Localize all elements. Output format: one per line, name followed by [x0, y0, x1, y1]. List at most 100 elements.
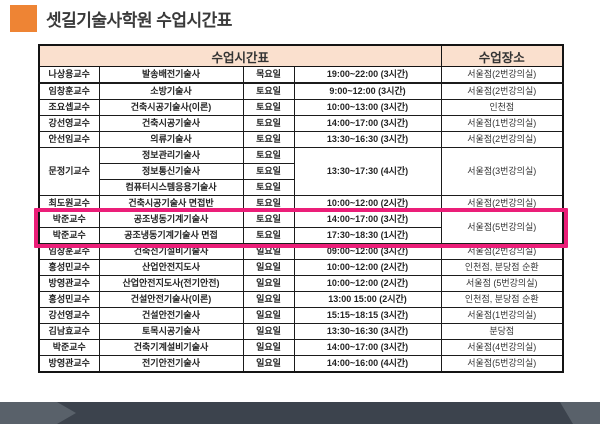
cell-day: 토요일	[242, 195, 295, 212]
table-row: 홍성민교수 건설안전기술사(이론) 일요일 13:00 15:00 (2시간) 인천점,…	[38, 291, 564, 308]
cell-location: 인천점	[440, 99, 564, 116]
page-title: 셋길기술사학원 수업시간표	[46, 11, 232, 30]
cell-time: 10:00~12:00 (2시간)	[293, 259, 442, 276]
cell-time: 17:30~18:30 (1시간)	[293, 227, 442, 244]
cell-professor: 방영관교수	[38, 275, 100, 292]
cell-location: 인천점, 분당점 순환	[440, 259, 564, 276]
cell-day: 일요일	[242, 323, 295, 340]
cell-professor: 김남효교수	[38, 323, 100, 340]
cell-course: 건축전기설비기술사	[98, 243, 244, 260]
cell-course: 건축시공기술사 면접반	[98, 195, 244, 212]
cell-time: 13:30~16:30 (3시간)	[293, 323, 442, 340]
table-row: 박준교수 공조냉동기계기술사 토요일 14:00~17:00 (3시간) 서울점(5번강…	[38, 211, 564, 244]
cell-course: 산업안전지도사(전기안전)	[98, 275, 244, 292]
cell-course: 의류기술사	[98, 131, 244, 148]
table-row: 박준교수 건축기계설비기술사 일요일 14:00~17:00 (3시간) 서울점(4번강…	[38, 339, 564, 356]
cell-time: 10:00~13:00 (3시간)	[293, 99, 442, 116]
footer-band	[0, 402, 600, 424]
cell-course: 정보관리기술사	[98, 147, 244, 164]
cell-course: 공조냉동기계기술사	[98, 211, 244, 228]
table-header-location: 수업장소	[440, 44, 564, 67]
cell-location: 분당점	[440, 323, 564, 340]
cell-location: 서울점(2번강의실)	[440, 195, 564, 212]
table-row: 임창훈교수 소방기술사 토요일 9:00~12:00 (3시간) 서울점(2번강의실)	[38, 82, 564, 100]
cell-day: 일요일	[242, 291, 295, 308]
cell-location: 서울점(2번강의실)	[440, 243, 564, 260]
cell-course: 산업안전지도사	[98, 259, 244, 276]
cell-time: 14:00~17:00 (3시간)	[293, 339, 442, 356]
cell-course: 공조냉동기계기술사 면접	[98, 227, 244, 244]
table-row: 박준교수 공조냉동기계기술사 면접 토요일 17:30~18:30 (1시간)	[38, 227, 563, 244]
cell-day: 일요일	[242, 355, 295, 373]
table-row: 방영관교수 전기안전기술사 일요일 14:00~16:00 (4시간) 서울점(5번강의…	[38, 355, 564, 373]
cell-professor: 박준교수	[38, 227, 100, 244]
cell-time: 13:00 15:00 (2시간)	[293, 291, 442, 308]
cell-location: 서울점(1번강의실)	[440, 307, 564, 324]
cell-time: 09:00~12:00 (3시간)	[293, 243, 442, 260]
cell-professor: 조요셉교수	[38, 99, 100, 116]
cell-professor: 강선영교수	[38, 115, 100, 132]
cell-professor: 박준교수	[38, 339, 100, 356]
cell-course: 발송배전기술사	[98, 66, 244, 84]
cell-course: 소방기술사	[98, 82, 244, 100]
cell-time: 14:00~17:00 (3시간)	[293, 115, 442, 132]
cell-time: 14:00~17:00 (3시간)	[293, 211, 442, 228]
cell-course: 정보통신기술사	[98, 163, 244, 180]
table-row: 강선영교수 건축시공기술사 토요일 14:00~17:00 (3시간) 서울점(1번강의…	[38, 115, 564, 132]
table-header-schedule: 수업시간표	[38, 44, 442, 67]
cell-professor: 나상용교수	[38, 66, 100, 84]
cell-course: 건축기계설비기술사	[98, 339, 244, 356]
cell-day: 일요일	[242, 243, 295, 260]
cell-location: 서울점(5번강의실)	[440, 355, 564, 373]
table-row: 홍성민교수 산업안전지도사 일요일 10:00~12:00 (2시간) 인천점, 분당점…	[38, 259, 564, 276]
table-row: 김남효교수 토목시공기술사 일요일 13:30~16:30 (3시간) 분당점	[38, 323, 564, 340]
table-row: 나상용교수 발송배전기술사 목요일 19:00~22:00 (3시간) 서울점(2번강의…	[38, 66, 564, 84]
cell-day: 토요일	[242, 227, 295, 244]
cell-course: 건축시공기술사(이론)	[98, 99, 244, 116]
cell-time: 15:15~18:15 (3시간)	[293, 307, 442, 324]
cell-location: 서울점(2번강의실)	[440, 131, 564, 148]
cell-time: 9:00~12:00 (3시간)	[293, 82, 442, 100]
table-row: 방영관교수 산업안전지도사(전기안전) 일요일 10:00~12:00 (2시간) 서울…	[38, 275, 564, 292]
cell-professor: 방영관교수	[38, 355, 100, 373]
table-header-row: 수업시간표 수업장소	[38, 44, 564, 67]
cell-location: 서울점(5번강의실)	[440, 211, 564, 244]
cell-course: 컴퓨터시스템응용기술사	[98, 179, 244, 196]
cell-day: 토요일	[242, 82, 295, 100]
cell-time: 14:00~16:00 (4시간)	[293, 355, 442, 373]
cell-time: 13:30~17:30 (4시간)	[293, 147, 442, 196]
cell-course: 건설안전기술사(이론)	[98, 291, 244, 308]
cell-day: 일요일	[242, 307, 295, 324]
cell-course: 전기안전기술사	[98, 355, 244, 373]
cell-course: 건축시공기술사	[98, 115, 244, 132]
cell-day: 토요일	[242, 99, 295, 116]
cell-location: 인천점, 분당점 순환	[440, 291, 564, 308]
cell-professor: 홍성민교수	[38, 259, 100, 276]
table-row: 안선임교수 의류기술사 토요일 13:30~16:30 (3시간) 서울점(2번강의실)	[38, 131, 564, 148]
cell-time: 10:00~12:00 (2시간)	[293, 195, 442, 212]
cell-day: 토요일	[242, 211, 295, 228]
schedule-table: 수업시간표 수업장소 나상용교수 발송배전기술사 목요일 19:00~22:00 (3…	[38, 44, 565, 373]
cell-location: 서울점(1번강의실)	[440, 115, 564, 132]
footer-chevron-left-icon	[0, 402, 76, 424]
table-row: 임창훈교수 건축전기설비기술사 일요일 09:00~12:00 (3시간) 서울점(2번…	[38, 243, 564, 260]
table-row: 강선영교수 건설안전기술사 일요일 15:15~18:15 (3시간) 서울점(1번강의…	[38, 307, 564, 324]
cell-course: 건설안전기술사	[98, 307, 244, 324]
cell-day: 일요일	[242, 339, 295, 356]
title-accent-square-icon	[10, 5, 37, 32]
cell-professor: 임창훈교수	[38, 243, 100, 260]
cell-location: 서울점(2번강의실)	[440, 82, 564, 100]
footer-slice-right-icon	[559, 402, 600, 424]
cell-professor: 홍성민교수	[38, 291, 100, 308]
cell-day: 토요일	[242, 131, 295, 148]
table-row: 최도원교수 건축시공기술사 면접반 토요일 10:00~12:00 (2시간) 서울점(…	[38, 195, 564, 212]
cell-time: 10:00~12:00 (2시간)	[293, 275, 442, 292]
cell-time: 13:30~16:30 (3시간)	[293, 131, 442, 148]
cell-professor: 박준교수	[38, 211, 100, 228]
title-row: 셋길기술사학원 수업시간표	[10, 5, 232, 32]
table-row: 문정기교수 정보관리기술사 토요일 13:30~17:30 (4시간) 서울점(3번강의…	[38, 147, 564, 196]
cell-course: 토목시공기술사	[98, 323, 244, 340]
cell-professor: 최도원교수	[38, 195, 100, 212]
cell-location: 서울점(4번강의실)	[440, 339, 564, 356]
